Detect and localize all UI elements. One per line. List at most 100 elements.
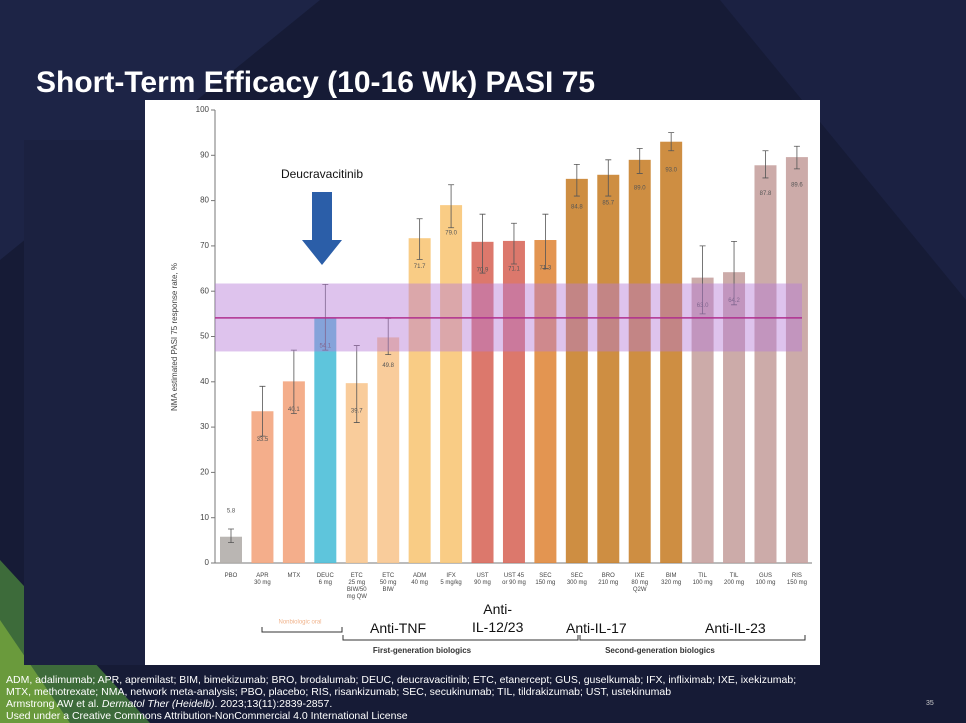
value-label: 54.1 <box>319 344 331 350</box>
bar <box>345 383 368 563</box>
value-label: 63.0 <box>697 303 709 309</box>
value-label: 79.0 <box>445 231 457 237</box>
x-tick-label: SEC 150 mg <box>535 573 556 586</box>
error-bar <box>510 222 517 265</box>
error-bar <box>793 145 800 170</box>
value-label: 39.7 <box>351 409 363 415</box>
error-bar <box>762 150 769 179</box>
y-tick-label: 20 <box>200 468 209 477</box>
x-tick-label: GUS 100 mg <box>755 573 776 586</box>
bar <box>251 411 274 563</box>
bar <box>754 165 777 564</box>
bar <box>691 277 714 563</box>
value-label: 87.8 <box>760 191 772 197</box>
bar <box>660 141 683 563</box>
x-tick-label: IFX 5 mg/kg <box>440 573 462 586</box>
error-bar <box>290 349 297 414</box>
bar <box>314 317 337 563</box>
license: Used under a Creative Commons Attributio… <box>6 710 408 722</box>
x-tick-label: UST 90 mg <box>474 573 491 586</box>
y-tick-label: 80 <box>200 196 209 205</box>
y-tick-label: 10 <box>200 513 209 522</box>
x-tick-label: TIL 100 mg <box>692 573 713 586</box>
page-number: 35 <box>926 700 934 707</box>
error-bar <box>228 528 234 544</box>
y-tick-label: 100 <box>196 105 210 114</box>
x-tick-label: UST 45 or 90 mg <box>502 573 526 586</box>
y-tick-label: 90 <box>200 150 209 159</box>
x-tick-label: ADM 40 mg <box>411 573 428 586</box>
error-bar <box>668 132 675 152</box>
slide-title: Short-Term Efficacy (10-16 Wk) PASI 75 <box>36 66 596 99</box>
value-label: 93.0 <box>665 167 677 173</box>
supergroup-label: Second-generation biologics <box>605 646 715 655</box>
value-label: 71.1 <box>508 266 520 272</box>
bar <box>282 381 305 563</box>
supergroup-label: First-generation biologics <box>373 646 472 655</box>
error-bar <box>542 213 549 269</box>
bar <box>471 241 494 563</box>
value-label: 33.5 <box>257 437 269 443</box>
y-tick-label: 70 <box>200 241 209 250</box>
bar <box>565 178 588 563</box>
group-bracket <box>261 627 343 633</box>
bar <box>220 536 242 563</box>
value-label: 70.9 <box>477 267 489 273</box>
x-tick-label: APR 30 mg <box>254 573 271 586</box>
value-label: 64.2 <box>728 298 740 304</box>
value-label: 5.8 <box>227 508 236 514</box>
x-tick-label: IXE 80 mg Q2W <box>631 573 649 593</box>
error-bar <box>573 163 580 197</box>
x-tick-label: SEC 300 mg <box>566 573 587 586</box>
value-label: 71.7 <box>414 264 426 270</box>
bar <box>534 240 557 564</box>
citation-part: Armstrong AW et al. <box>6 698 102 710</box>
bar <box>785 157 808 563</box>
value-label: 71.3 <box>540 266 552 272</box>
value-label: 89.0 <box>634 185 646 191</box>
x-tick-label: TIL 200 mg <box>724 573 745 586</box>
bar <box>408 238 431 563</box>
group-label: Anti- IL-12/23 <box>472 601 524 635</box>
group-bracket <box>342 635 579 641</box>
bar <box>440 205 463 563</box>
bar <box>723 272 746 563</box>
value-label: 49.8 <box>382 363 394 369</box>
y-tick-label: 60 <box>200 286 209 295</box>
group-label: Anti-IL-17 <box>566 620 627 636</box>
decor <box>720 0 966 300</box>
footnote: MTX, methotrexate; NMA, network meta-ana… <box>6 686 672 698</box>
y-tick-label: 50 <box>200 332 209 341</box>
group-label: Nonbiologic oral <box>278 620 321 626</box>
group-label: Anti-TNF <box>370 620 426 636</box>
x-tick-label: ETC 50 mg BIW <box>379 573 397 593</box>
x-tick-label: RIS 150 mg <box>786 573 807 586</box>
y-tick-label: 0 <box>205 558 210 567</box>
bar <box>502 240 525 564</box>
group-label: Anti-IL-23 <box>705 620 766 636</box>
error-bar <box>636 148 643 174</box>
citation: Armstrong AW et al. Dermatol Ther (Heide… <box>6 698 332 710</box>
y-axis-label: NMA estimated PASI 75 response rate, % <box>170 263 179 411</box>
error-bar <box>731 240 738 306</box>
x-tick-label: ETC 25 mg BIW/50 mg QW <box>346 573 367 600</box>
error-bar <box>259 385 266 437</box>
x-tick-label: BIM 320 mg <box>661 573 682 586</box>
panel <box>24 140 149 665</box>
citation-part: . 2023;13(11):2839-2857. <box>214 698 333 710</box>
x-tick-label: DEUC 6 mg <box>316 573 334 586</box>
citation-journal: Dermatol Ther (Heidelb) <box>101 698 215 710</box>
error-bar <box>416 218 423 260</box>
x-tick-label: BRO 210 mg <box>598 573 619 586</box>
footnote: ADM, adalimumab; APR, apremilast; BIM, b… <box>6 674 797 686</box>
annotation-arrow <box>302 192 342 265</box>
error-bar <box>699 245 706 315</box>
bar <box>597 174 620 564</box>
annotation: Deucravacitinib <box>281 167 363 181</box>
error-bar <box>448 184 455 229</box>
value-label: 85.7 <box>602 200 614 206</box>
decor <box>0 620 70 723</box>
error-bar <box>353 345 360 423</box>
